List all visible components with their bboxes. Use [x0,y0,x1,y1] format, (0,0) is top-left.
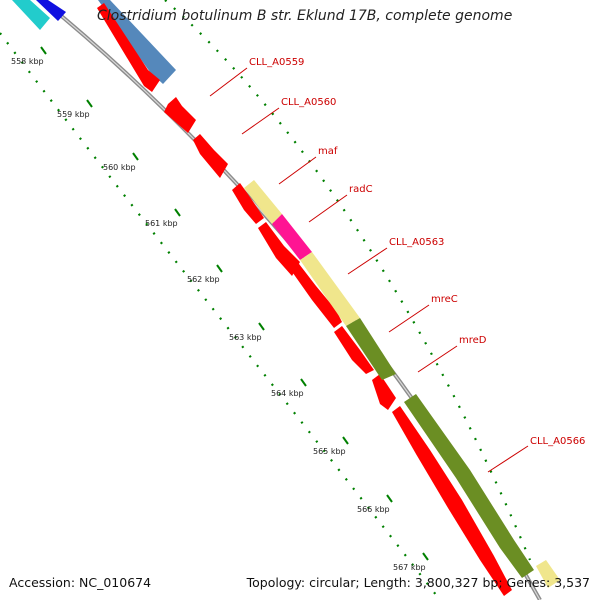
ruler-tick [300,378,307,387]
gene-label: radC [349,184,373,195]
ruler-tick-label: 563 kbp [229,333,262,342]
ruler-tick-label: 558 kbp [11,57,44,66]
ruler-tick-label: 565 kbp [313,447,346,456]
map-title: Clostridium botulinum B str. Eklund 17B,… [97,8,513,24]
genome-summary-text: Topology: circular; Length: 3,800,327 bp… [246,575,590,590]
ruler-tick [216,264,223,273]
gene-label-leader [209,67,248,97]
ruler-dotted-arc [0,32,441,600]
gene-label: mreD [459,335,487,346]
ruler-tick [386,494,393,503]
gene-label-leader [308,194,348,223]
cds-arrow-5 [258,222,300,276]
cds-arrow-2 [164,97,196,133]
accession-text: Accession: NC_010674 [9,575,152,590]
cds-arrow-1 [97,3,160,92]
ruler-tick-label: 562 kbp [187,275,220,284]
gene-label: mreC [431,294,458,305]
gene-label: CLL_A0560 [281,97,336,108]
ruler-tick-label: 567 kbp [393,563,426,572]
gene-label: CLL_A0559 [249,57,304,68]
feature-blue [36,0,66,21]
ruler-tick [40,46,47,55]
feature-khaki-bottom [536,560,560,588]
ruler-tick [86,99,93,108]
ruler-tick [258,322,265,331]
ruler-tick-label: 564 kbp [271,389,304,398]
gene-label: CLL_A0563 [389,237,444,248]
cds-arrow-9 [392,406,512,596]
cds-arrow-3 [193,134,228,178]
gene-label-leader [417,345,458,373]
ruler-tick-label: 561 kbp [145,219,178,228]
gene-label-leader [388,304,430,333]
feature-steelblue [98,0,176,84]
ruler-dotted-arc [164,0,532,561]
feature-olive-a0566 [404,394,534,578]
cds-arrow-6 [288,260,342,328]
feature-cyan [12,0,50,30]
ruler-tick [174,208,181,217]
ruler-tick [342,436,349,445]
cds-arrow-8 [372,374,396,410]
gene-label-leader [278,156,317,185]
cds-arrow-4 [232,183,264,224]
ruler-tick [132,152,139,161]
gene-label: maf [318,146,338,157]
ruler-tick-label: 559 kbp [57,110,90,119]
gene-label-leader [241,107,280,135]
feature-khaki-a0563 [300,252,360,326]
feature-khaki-maf [244,180,282,224]
gene-label-leader [347,247,388,275]
tick-marks: 558 kbp 559 kbp 560 kbp 561 kbp 562 kbp 563 k… [11,46,429,572]
ruler-tick-label: 566 kbp [357,505,390,514]
gene-label: CLL_A0566 [530,436,585,447]
ruler [0,0,532,600]
feature-olive-mrec [346,318,396,380]
ruler-tick [422,552,429,561]
gene-label-leader [487,445,529,473]
cds-arrow-7 [334,326,374,374]
feature-magenta-radc [272,214,312,260]
ruler-tick-label: 560 kbp [103,163,136,172]
